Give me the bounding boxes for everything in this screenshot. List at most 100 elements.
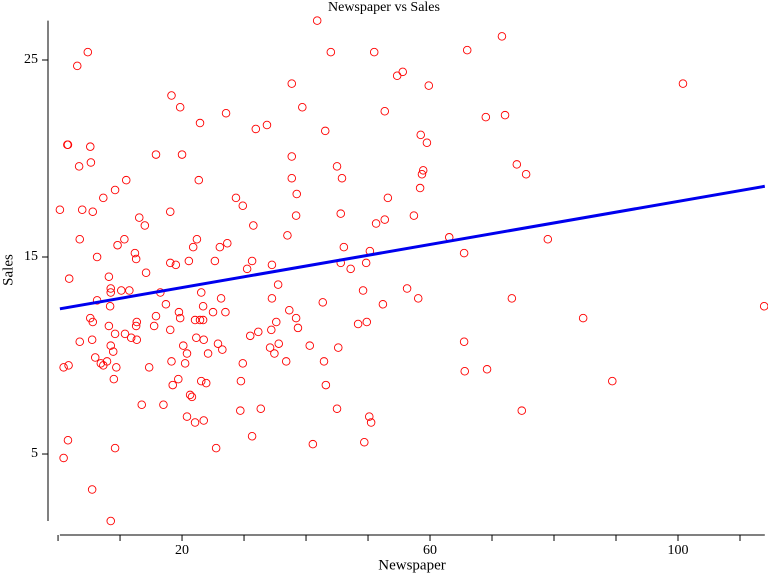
point bbox=[73, 61, 82, 71]
point bbox=[312, 16, 322, 25]
y-tick-label: 25 bbox=[24, 52, 38, 67]
point bbox=[283, 231, 292, 240]
point bbox=[126, 333, 136, 343]
point bbox=[113, 240, 122, 250]
point bbox=[92, 252, 102, 262]
point bbox=[213, 339, 223, 348]
point bbox=[59, 363, 68, 372]
point bbox=[353, 319, 363, 329]
point bbox=[166, 325, 175, 335]
point bbox=[131, 321, 141, 331]
point bbox=[281, 357, 291, 366]
point bbox=[265, 343, 275, 352]
point bbox=[198, 302, 208, 311]
point bbox=[361, 258, 371, 268]
point bbox=[298, 103, 307, 112]
point bbox=[334, 343, 343, 352]
point bbox=[332, 162, 342, 171]
point bbox=[192, 235, 202, 244]
point bbox=[242, 264, 252, 274]
point bbox=[267, 325, 276, 335]
point bbox=[64, 361, 73, 370]
point bbox=[262, 120, 272, 130]
point bbox=[512, 160, 522, 169]
point bbox=[251, 124, 261, 134]
point bbox=[462, 45, 472, 55]
point bbox=[195, 118, 205, 128]
point bbox=[151, 150, 161, 159]
point bbox=[678, 79, 688, 88]
point bbox=[166, 258, 175, 268]
x-axis-label: Newspaper bbox=[378, 557, 445, 573]
point bbox=[140, 221, 150, 230]
point bbox=[110, 329, 120, 339]
point bbox=[216, 294, 226, 303]
point bbox=[413, 294, 423, 303]
point bbox=[168, 380, 177, 390]
point bbox=[201, 378, 211, 388]
point bbox=[517, 406, 527, 415]
point bbox=[88, 207, 98, 216]
point bbox=[75, 235, 84, 244]
point bbox=[287, 173, 297, 183]
point bbox=[108, 347, 118, 356]
point bbox=[121, 175, 131, 185]
point bbox=[378, 300, 388, 309]
point bbox=[418, 166, 428, 175]
point bbox=[109, 374, 119, 384]
x-tick-label: 100 bbox=[668, 543, 689, 558]
point bbox=[120, 329, 130, 339]
point bbox=[380, 215, 390, 224]
point bbox=[198, 315, 208, 325]
point bbox=[365, 412, 374, 421]
point bbox=[104, 272, 114, 281]
point bbox=[270, 349, 279, 358]
point bbox=[180, 359, 190, 368]
point bbox=[167, 357, 176, 366]
point bbox=[337, 173, 347, 183]
point bbox=[274, 339, 283, 348]
point bbox=[369, 47, 379, 57]
point bbox=[106, 341, 115, 350]
point bbox=[102, 357, 112, 366]
point bbox=[360, 437, 369, 447]
point bbox=[759, 302, 768, 311]
point bbox=[215, 242, 225, 252]
point bbox=[402, 284, 412, 293]
point bbox=[87, 335, 97, 345]
y-tick-label: 5 bbox=[31, 446, 38, 461]
point bbox=[481, 112, 491, 122]
point bbox=[174, 307, 184, 317]
point bbox=[578, 313, 588, 323]
point bbox=[161, 300, 171, 309]
point bbox=[199, 416, 208, 425]
point bbox=[88, 317, 98, 327]
point bbox=[174, 374, 183, 384]
point bbox=[132, 317, 142, 327]
point bbox=[272, 317, 281, 327]
point bbox=[141, 268, 151, 278]
point bbox=[383, 193, 393, 203]
point bbox=[521, 170, 531, 179]
point bbox=[459, 248, 469, 258]
point bbox=[366, 418, 376, 427]
point bbox=[120, 235, 129, 244]
point bbox=[151, 311, 161, 321]
point bbox=[194, 175, 204, 185]
point bbox=[132, 335, 142, 345]
point bbox=[417, 170, 427, 179]
point bbox=[171, 260, 181, 270]
point bbox=[86, 158, 96, 167]
point bbox=[422, 138, 432, 147]
point bbox=[238, 359, 248, 368]
point bbox=[75, 337, 84, 346]
point bbox=[339, 242, 349, 252]
point bbox=[247, 256, 257, 266]
point bbox=[104, 321, 114, 331]
point bbox=[236, 406, 245, 415]
point bbox=[195, 315, 205, 325]
point bbox=[187, 392, 197, 402]
point bbox=[291, 313, 301, 323]
